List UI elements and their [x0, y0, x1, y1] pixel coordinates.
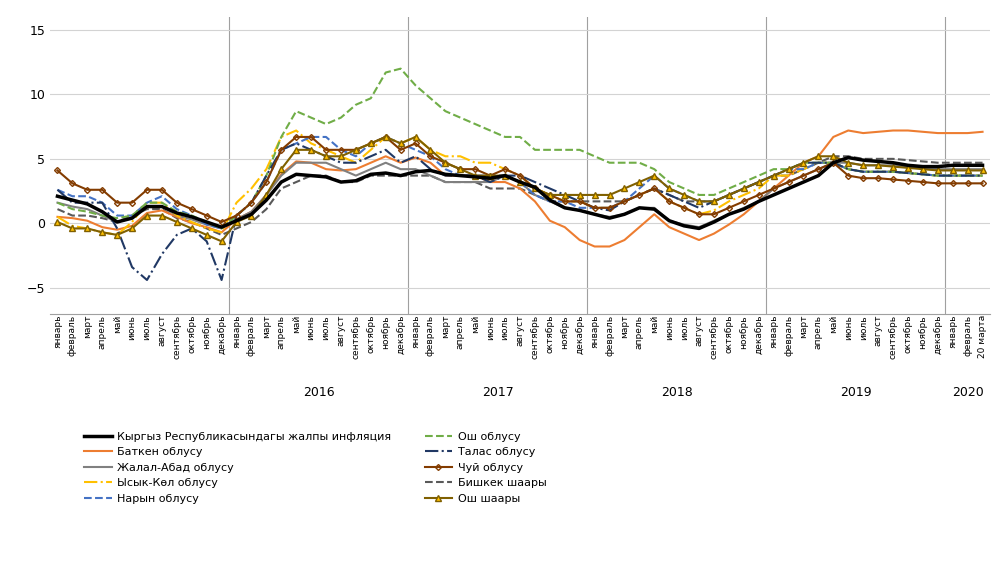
Legend: Кыргыз Республикасындагы жалпы инфляция, Баткен облусу, Жалал-Абад облусу, Ысык-: Кыргыз Республикасындагы жалпы инфляция,… [84, 431, 547, 504]
Text: 2020: 2020 [952, 386, 983, 399]
Text: 2017: 2017 [482, 386, 513, 399]
Text: 2016: 2016 [303, 386, 334, 399]
Text: 2018: 2018 [661, 386, 693, 399]
Text: 2019: 2019 [840, 386, 872, 399]
